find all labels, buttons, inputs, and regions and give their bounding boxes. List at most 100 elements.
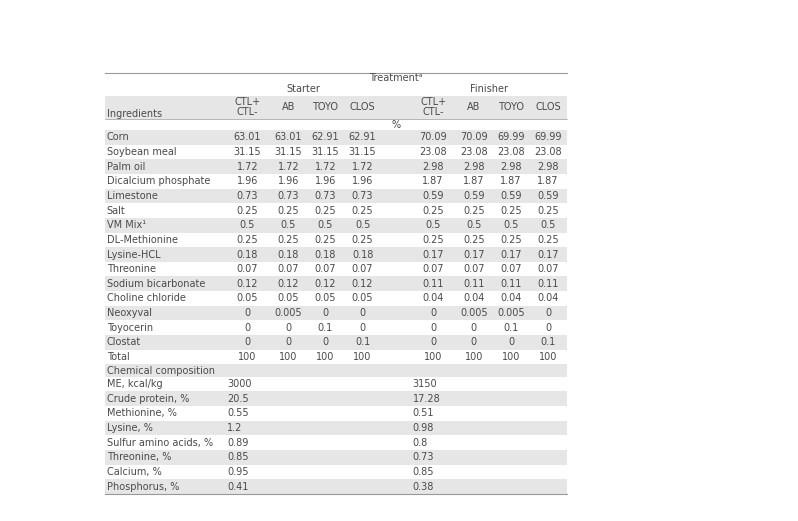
Text: 1.87: 1.87 <box>463 176 484 187</box>
Text: 100: 100 <box>239 352 257 362</box>
Text: 0.25: 0.25 <box>463 235 484 245</box>
Text: 23.08: 23.08 <box>419 147 447 157</box>
Text: Threonine, %: Threonine, % <box>107 452 171 462</box>
Text: 23.08: 23.08 <box>460 147 488 157</box>
Text: 31.15: 31.15 <box>275 147 302 157</box>
Bar <box>105 119 567 130</box>
Text: 23.08: 23.08 <box>535 147 562 157</box>
Text: Threonine: Threonine <box>107 264 156 274</box>
Text: 17.28: 17.28 <box>413 394 440 404</box>
Text: 0.95: 0.95 <box>227 467 249 477</box>
Text: 0: 0 <box>360 308 365 318</box>
Text: 23.08: 23.08 <box>497 147 525 157</box>
Text: Lysine-HCL: Lysine-HCL <box>107 250 160 259</box>
Text: 0.73: 0.73 <box>413 452 434 462</box>
Text: 0.04: 0.04 <box>463 293 484 303</box>
Text: 0: 0 <box>545 308 551 318</box>
Text: 0.5: 0.5 <box>318 220 334 230</box>
Text: Chemical composition: Chemical composition <box>107 366 215 376</box>
Text: 1.87: 1.87 <box>422 176 444 187</box>
Text: 2.98: 2.98 <box>463 162 484 172</box>
Text: 0.55: 0.55 <box>227 408 249 418</box>
Text: 0.5: 0.5 <box>466 220 482 230</box>
Text: 0.5: 0.5 <box>504 220 519 230</box>
Text: 0: 0 <box>322 338 329 348</box>
Text: 0.1: 0.1 <box>355 338 370 348</box>
Text: 0.17: 0.17 <box>500 250 522 259</box>
Bar <box>105 320 567 335</box>
Text: 0.11: 0.11 <box>500 279 522 289</box>
Text: 0: 0 <box>471 322 477 333</box>
Bar <box>105 391 567 406</box>
Text: 0.11: 0.11 <box>463 279 484 289</box>
Text: 70.09: 70.09 <box>419 132 447 142</box>
Text: Clostat: Clostat <box>107 338 140 348</box>
Text: Palm oil: Palm oil <box>107 162 145 172</box>
Text: 1.72: 1.72 <box>237 162 259 172</box>
Text: 0.07: 0.07 <box>463 264 484 274</box>
Text: 31.15: 31.15 <box>234 147 262 157</box>
Text: 0.11: 0.11 <box>537 279 559 289</box>
Text: 0.25: 0.25 <box>278 235 299 245</box>
Text: Soybean meal: Soybean meal <box>107 147 176 157</box>
Text: Calcium, %: Calcium, % <box>107 467 161 477</box>
Text: Finisher: Finisher <box>470 83 508 94</box>
Text: 0: 0 <box>244 322 251 333</box>
Text: Salt: Salt <box>107 206 125 216</box>
Text: 0.98: 0.98 <box>413 423 434 433</box>
Text: Lysine, %: Lysine, % <box>107 423 152 433</box>
Text: 0.05: 0.05 <box>237 293 259 303</box>
Text: 0.38: 0.38 <box>413 481 434 492</box>
Text: 0.11: 0.11 <box>422 279 444 289</box>
Bar <box>105 145 567 159</box>
Bar <box>105 277 567 291</box>
Text: 0.5: 0.5 <box>281 220 296 230</box>
Text: 0.73: 0.73 <box>278 191 299 201</box>
Text: 70.09: 70.09 <box>460 132 488 142</box>
Text: 3150: 3150 <box>413 379 437 389</box>
Text: %: % <box>392 120 401 130</box>
Text: 100: 100 <box>316 352 334 362</box>
Text: 0: 0 <box>286 338 291 348</box>
Text: Toyocerin: Toyocerin <box>107 322 152 333</box>
Text: 0.41: 0.41 <box>227 481 248 492</box>
Text: 0.12: 0.12 <box>237 279 259 289</box>
Text: 0.04: 0.04 <box>422 293 444 303</box>
Text: 0: 0 <box>430 322 437 333</box>
Text: 0.17: 0.17 <box>422 250 444 259</box>
Text: 0.05: 0.05 <box>314 293 336 303</box>
Text: 0.18: 0.18 <box>314 250 336 259</box>
Text: Sodium bicarbonate: Sodium bicarbonate <box>107 279 205 289</box>
Text: 0.05: 0.05 <box>278 293 299 303</box>
Text: 0.59: 0.59 <box>422 191 444 201</box>
Text: 2.98: 2.98 <box>500 162 522 172</box>
Text: 0.25: 0.25 <box>500 235 522 245</box>
Text: 31.15: 31.15 <box>349 147 377 157</box>
Text: 0.12: 0.12 <box>352 279 373 289</box>
Text: 0.07: 0.07 <box>352 264 373 274</box>
Text: 0.07: 0.07 <box>314 264 336 274</box>
Text: 31.15: 31.15 <box>312 147 339 157</box>
Text: 1.87: 1.87 <box>537 176 559 187</box>
Text: 100: 100 <box>539 352 557 362</box>
Bar <box>105 450 567 465</box>
Text: 0.25: 0.25 <box>463 206 484 216</box>
Text: 0.5: 0.5 <box>240 220 255 230</box>
Text: 0.85: 0.85 <box>227 452 249 462</box>
Bar <box>105 335 567 350</box>
Text: CTL-: CTL- <box>237 107 259 117</box>
Text: 0.12: 0.12 <box>278 279 299 289</box>
Bar <box>105 189 567 203</box>
Text: 0: 0 <box>360 322 365 333</box>
Text: 1.72: 1.72 <box>278 162 299 172</box>
Text: 0.04: 0.04 <box>500 293 522 303</box>
Text: 0.18: 0.18 <box>352 250 373 259</box>
Text: 0.04: 0.04 <box>537 293 559 303</box>
Bar <box>105 291 567 306</box>
Text: 0.73: 0.73 <box>352 191 373 201</box>
Text: Dicalcium phosphate: Dicalcium phosphate <box>107 176 210 187</box>
Text: 0.59: 0.59 <box>500 191 522 201</box>
Text: 100: 100 <box>354 352 372 362</box>
Text: CLOS: CLOS <box>350 102 375 111</box>
Text: 100: 100 <box>424 352 442 362</box>
